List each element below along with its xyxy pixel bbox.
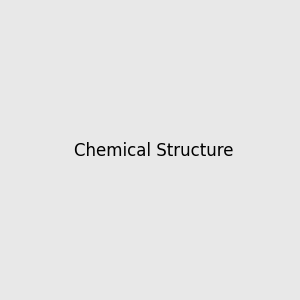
Text: Chemical Structure: Chemical Structure [74, 142, 233, 160]
